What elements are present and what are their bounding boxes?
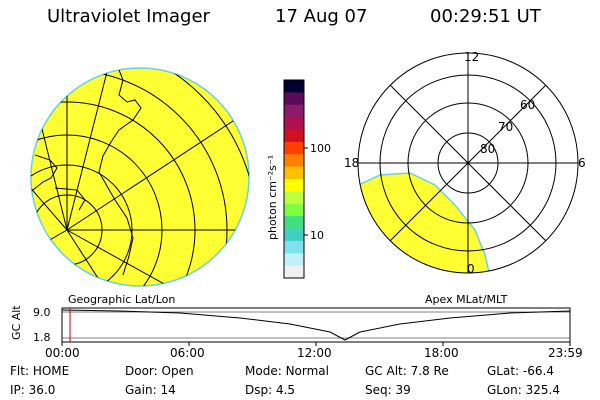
colorbar-band xyxy=(284,228,304,242)
status-door-key: Door: xyxy=(125,364,158,378)
colorbar-band xyxy=(284,240,304,254)
status-gc-alt: GC Alt: 7.8 Re xyxy=(365,364,449,378)
altitude-ytick-9: 9.0 xyxy=(33,306,51,319)
colorbar-band xyxy=(284,80,304,93)
colorbar-gradient xyxy=(284,80,304,279)
status-dsp-value: 4.5 xyxy=(275,383,296,397)
status-ip-key: IP: xyxy=(10,383,25,397)
status-door-value: Open xyxy=(161,364,194,378)
geographic-map xyxy=(30,67,250,287)
time: 00:29:51 UT xyxy=(430,6,541,27)
altitude-xtick-0000: 00:00 xyxy=(45,346,80,360)
altitude-plot: GC Alt 9.0 1.8 xyxy=(10,305,571,346)
mlt-label-12: 12 xyxy=(464,50,479,64)
mlat-label-60: 60 xyxy=(520,98,535,112)
colorbar-band xyxy=(284,129,304,143)
status-gain-value: 14 xyxy=(160,383,176,397)
altitude-frame xyxy=(61,307,571,343)
altitude-xtick-1200: 12:00 xyxy=(297,346,332,360)
colorbar-band xyxy=(284,191,304,205)
apex-map: 12 18 6 0 80 70 60 xyxy=(344,50,586,276)
status-glat-value: -66.4 xyxy=(522,364,554,378)
status-dsp: Dsp: 4.5 xyxy=(245,383,295,397)
colorbar-band xyxy=(284,104,304,118)
colorbar-band xyxy=(284,92,304,106)
colorbar-band xyxy=(284,265,304,279)
status-gain: Gain: 14 xyxy=(125,383,176,397)
colorbar-band xyxy=(284,216,304,229)
colorbar-band xyxy=(284,154,304,168)
colorbar-band xyxy=(284,179,304,192)
status-glat: GLat: -66.4 xyxy=(487,364,554,378)
geographic-grid xyxy=(31,68,249,286)
status-dsp-key: Dsp: xyxy=(245,383,273,397)
colorbar-band xyxy=(284,117,304,130)
status-seq: Seq: 39 xyxy=(365,383,411,397)
status-glon-value: 325.4 xyxy=(525,383,560,397)
geographic-caption: Geographic Lat/Lon xyxy=(68,293,176,306)
altitude-xtick-1800: 18:00 xyxy=(424,346,459,360)
geographic-disk xyxy=(30,67,250,287)
mlat-label-70: 70 xyxy=(498,120,513,134)
colorbar-band xyxy=(284,141,304,155)
apex-caption: Apex MLat/MLT xyxy=(425,293,508,306)
polar-grid xyxy=(357,52,579,274)
altitude-xtick-2359: 23:59 xyxy=(548,346,583,360)
altitude-trace xyxy=(61,309,571,341)
status-gc-alt-key: GC Alt: xyxy=(365,364,407,378)
status-gc-alt-value: 7.8 Re xyxy=(410,364,449,378)
status-glon-key: GLon: xyxy=(487,383,522,397)
status-glon: GLon: 325.4 xyxy=(487,383,560,397)
altitude-ytick-1-8: 1.8 xyxy=(33,331,51,344)
colorbar-band xyxy=(284,166,304,180)
mlt-label-6: 6 xyxy=(578,156,586,170)
status-flt: Flt: HOME xyxy=(10,364,69,378)
date: 17 Aug 07 xyxy=(275,6,368,27)
mlat-label-80: 80 xyxy=(480,142,495,156)
mlt-label-0: 0 xyxy=(467,262,475,276)
status-mode: Mode: Normal xyxy=(245,364,329,378)
status-seq-value: 39 xyxy=(395,383,411,397)
status-ip: IP: 36.0 xyxy=(10,383,55,397)
status-mode-key: Mode: xyxy=(245,364,282,378)
status-gain-key: Gain: xyxy=(125,383,157,397)
status-seq-key: Seq: xyxy=(365,383,392,397)
mlt-label-18: 18 xyxy=(344,156,359,170)
status-flt-key: Flt: xyxy=(10,364,29,378)
altitude-ylabel: GC Alt xyxy=(10,305,23,340)
colorbar-tick-10: 10 xyxy=(310,229,324,242)
status-mode-value: Normal xyxy=(285,364,329,378)
colorbar-tick-100: 100 xyxy=(310,142,331,155)
auroral-region xyxy=(358,172,493,273)
altitude-xtick-0600: 06:00 xyxy=(170,346,205,360)
status-ip-value: 36.0 xyxy=(28,383,56,397)
colorbar-band xyxy=(284,203,304,217)
status-glat-key: GLat: xyxy=(487,364,520,378)
status-flt-value: HOME xyxy=(32,364,70,378)
colorbar-band xyxy=(284,253,304,267)
title: Ultraviolet Imager xyxy=(47,6,210,27)
colorbar: 100 10 photon cm⁻²s⁻¹ xyxy=(266,79,331,279)
colorbar-label: photon cm⁻²s⁻¹ xyxy=(266,155,279,240)
status-door: Door: Open xyxy=(125,364,194,378)
